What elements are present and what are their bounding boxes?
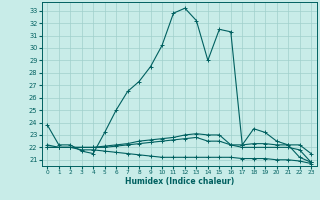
X-axis label: Humidex (Indice chaleur): Humidex (Indice chaleur) bbox=[124, 177, 234, 186]
